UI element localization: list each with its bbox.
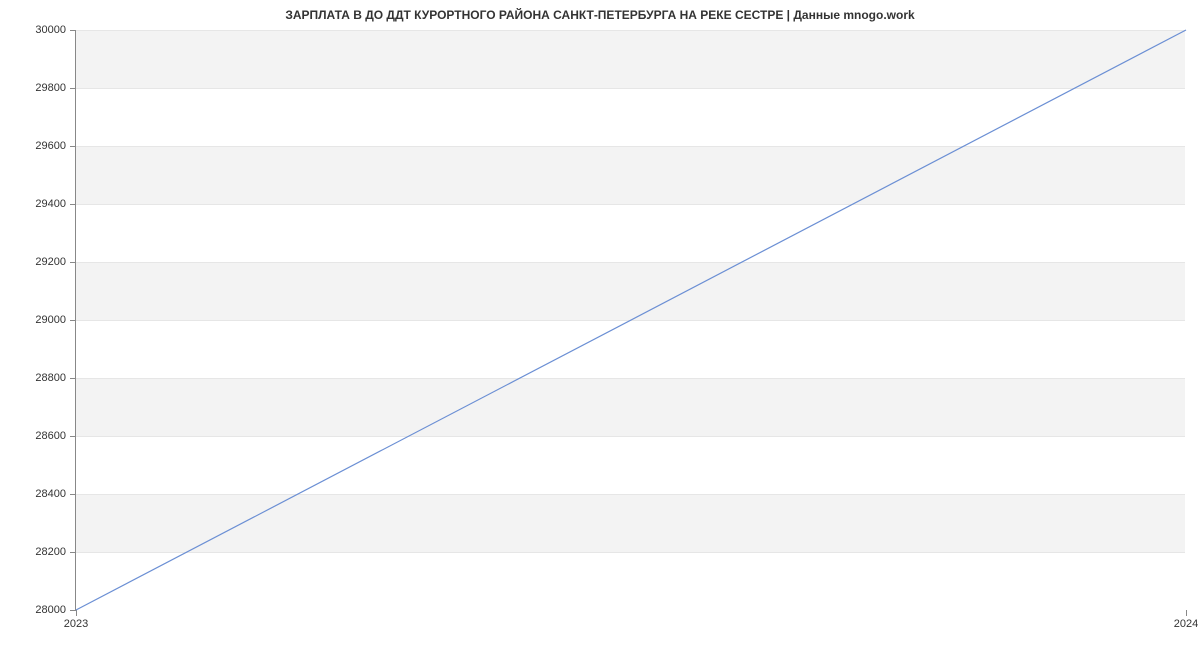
y-tick-label: 28400: [16, 488, 66, 500]
y-tick-label: 29400: [16, 198, 66, 210]
y-tick-label: 28200: [16, 546, 66, 558]
y-tick-label: 30000: [16, 24, 66, 36]
y-tick-label: 29200: [16, 256, 66, 268]
series-line-salary: [76, 30, 1186, 610]
y-tick-label: 29000: [16, 314, 66, 326]
chart-area: 2800028200284002860028800290002920029400…: [75, 30, 1185, 610]
x-tick-label: 2023: [64, 618, 88, 630]
y-tick-label: 28800: [16, 372, 66, 384]
x-tick-label: 2024: [1174, 618, 1198, 630]
x-tick: [1186, 610, 1187, 616]
y-tick-label: 29600: [16, 140, 66, 152]
y-tick-label: 28000: [16, 604, 66, 616]
y-tick-label: 28600: [16, 430, 66, 442]
series-layer: [76, 30, 1186, 610]
x-tick: [76, 610, 77, 616]
chart-title: ЗАРПЛАТА В ДО ДДТ КУРОРТНОГО РАЙОНА САНК…: [0, 8, 1200, 22]
plot-area: 2800028200284002860028800290002920029400…: [75, 30, 1185, 610]
y-tick-label: 29800: [16, 82, 66, 94]
